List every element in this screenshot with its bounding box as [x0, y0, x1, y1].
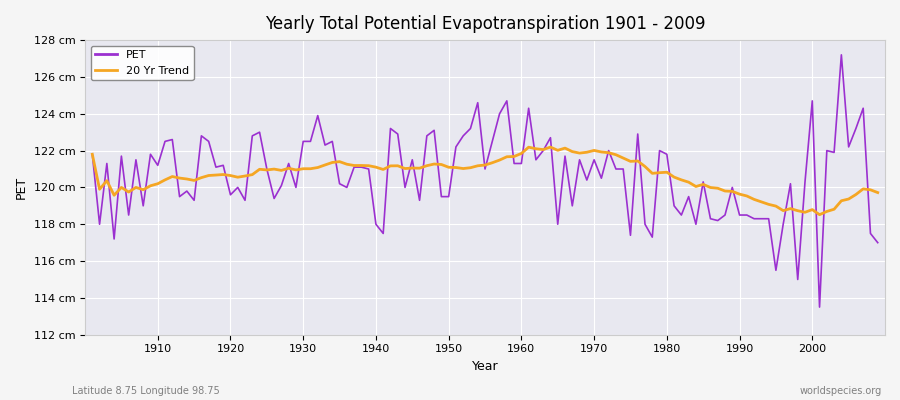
Y-axis label: PET: PET [15, 176, 28, 199]
20 Yr Trend [872, 190, 883, 195]
PET [603, 148, 614, 153]
20 Yr Trend [814, 212, 825, 217]
20 Yr Trend [145, 183, 156, 188]
20 Yr Trend [508, 154, 519, 159]
PET [87, 152, 98, 157]
20 Yr Trend [348, 163, 359, 168]
Text: worldspecies.org: worldspecies.org [800, 386, 882, 396]
20 Yr Trend [545, 145, 556, 150]
20 Yr Trend [610, 152, 621, 157]
PET [814, 305, 825, 310]
PET [145, 152, 156, 157]
Line: PET: PET [93, 55, 878, 307]
20 Yr Trend [516, 151, 526, 156]
PET [836, 52, 847, 57]
Line: 20 Yr Trend: 20 Yr Trend [93, 147, 878, 215]
20 Yr Trend [305, 166, 316, 171]
PET [348, 165, 359, 170]
20 Yr Trend [87, 152, 98, 157]
Legend: PET, 20 Yr Trend: PET, 20 Yr Trend [91, 46, 194, 80]
PET [305, 139, 316, 144]
X-axis label: Year: Year [472, 360, 499, 373]
PET [872, 240, 883, 245]
Title: Yearly Total Potential Evapotranspiration 1901 - 2009: Yearly Total Potential Evapotranspiratio… [265, 15, 706, 33]
Text: Latitude 8.75 Longitude 98.75: Latitude 8.75 Longitude 98.75 [72, 386, 220, 396]
PET [516, 161, 526, 166]
PET [508, 161, 519, 166]
